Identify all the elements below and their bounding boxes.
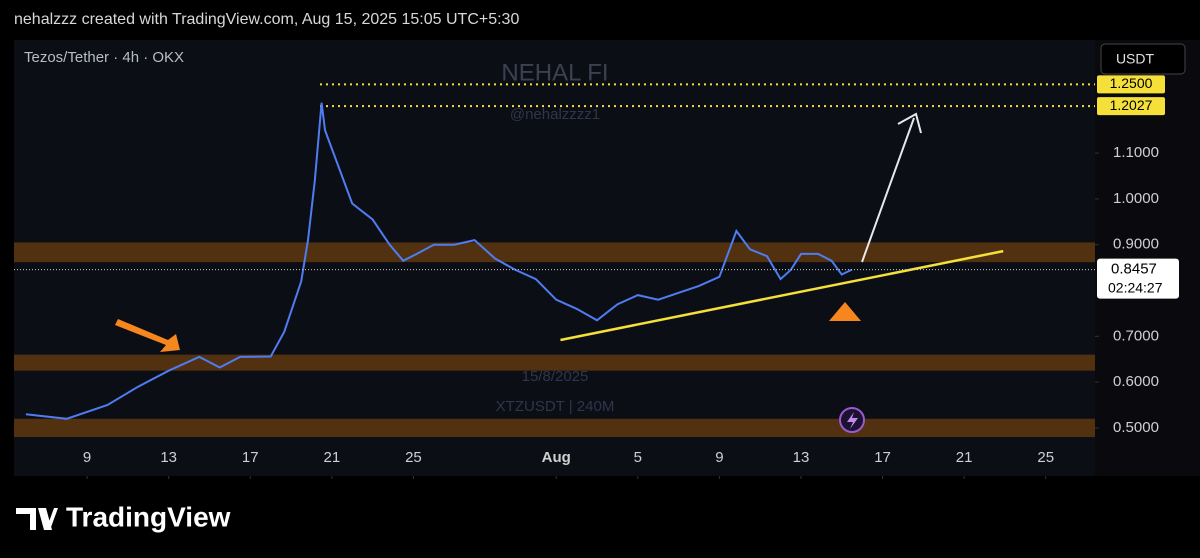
alert-bolt [847, 412, 858, 429]
watermark-name: NEHAL FI [501, 59, 608, 86]
level-label: 1.2500 [1110, 75, 1153, 91]
watermark-handle: @nehalzzzz1 [510, 106, 600, 123]
x-tick-label: 9 [83, 449, 91, 466]
x-tick-label: 25 [405, 449, 422, 466]
x-tick-label: 13 [793, 449, 810, 466]
x-tick-label: 17 [242, 449, 259, 466]
level-tag [1097, 97, 1165, 116]
zone [14, 242, 1095, 263]
projection-arrow [861, 117, 915, 263]
x-tick-label: Aug [542, 449, 571, 466]
last-price-label: 0.8457 [1111, 261, 1157, 278]
countdown: 02:24:27 [1108, 279, 1163, 295]
watermark-symbol: XTZUSDT | 240M [496, 398, 615, 415]
trendline [560, 249, 1004, 342]
logo-mark [16, 508, 58, 530]
level-label: 1.2027 [1110, 97, 1153, 113]
level-tag [1097, 75, 1165, 94]
orange-arrow [115, 319, 180, 352]
y-tick-label: 0.6000 [1113, 373, 1159, 390]
x-tick-label: 17 [874, 449, 891, 466]
x-tick-label: 13 [160, 449, 177, 466]
y-tick-label: 0.7000 [1113, 327, 1159, 344]
y-tick-label: 0.9000 [1113, 236, 1159, 253]
zone [14, 354, 1095, 371]
orange-triangle [829, 302, 861, 321]
currency: USDT [1116, 51, 1155, 67]
price-line [25, 102, 853, 420]
y-tick-label: 1.0000 [1113, 190, 1159, 207]
chart-title: Tezos/Tether · 4h · OKX [24, 49, 184, 66]
brand: TradingView [66, 501, 231, 532]
marks: 0.5000 0.6000 0.7000 0.9000 1.0000 1.1000 9 13 1… [14, 75, 1179, 479]
currency-button[interactable] [1100, 43, 1186, 75]
last-price-tag [1097, 258, 1179, 299]
x-tick-label: 21 [956, 449, 973, 466]
y-tick-label: 1.1000 [1113, 144, 1159, 161]
x-tick-label: 9 [715, 449, 723, 466]
zone [14, 418, 1095, 438]
header-text: nehalzzz created with TradingView.com, A… [14, 11, 519, 28]
x-tick-label: 5 [634, 449, 642, 466]
y-tick-label: 0.5000 [1113, 419, 1159, 436]
x-tick-label: 25 [1037, 449, 1054, 466]
projection-arrowhead [897, 112, 922, 134]
watermark-date: 15/8/2025 [522, 368, 589, 385]
x-tick-label: 21 [323, 449, 340, 466]
